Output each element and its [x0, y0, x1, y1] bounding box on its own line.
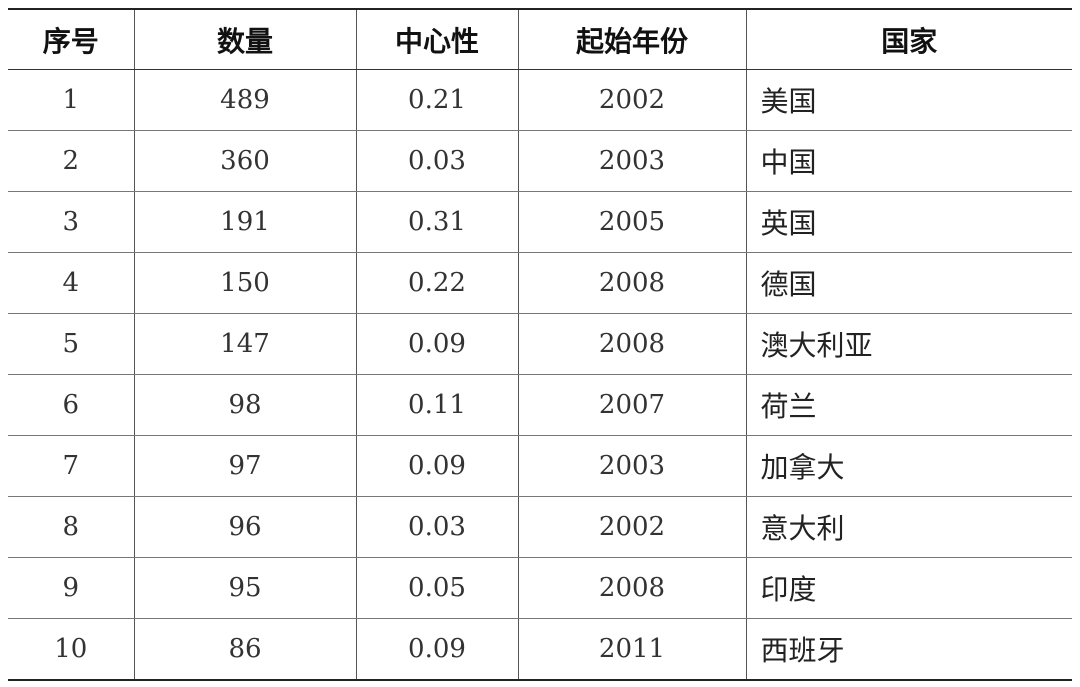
header-count: 数量 — [133, 8, 356, 70]
cell-centrality: 0.09 — [355, 313, 518, 375]
cell-index: 3 — [8, 191, 134, 253]
cell-index: 6 — [8, 374, 134, 436]
cell-index: 10 — [8, 618, 134, 681]
cell-index: 5 — [8, 313, 134, 375]
table-row: 4 150 0.22 2008 德国 — [8, 252, 1072, 314]
header-row: 序号 数量 中心性 起始年份 国家 — [8, 8, 1072, 70]
cell-country: 西班牙 — [745, 618, 1072, 681]
data-table-container: 序号 数量 中心性 起始年份 国家 1 489 0.21 2002 美国 2 3… — [8, 8, 1072, 681]
table-row: 5 147 0.09 2008 澳大利亚 — [8, 313, 1072, 375]
cell-centrality: 0.21 — [355, 69, 518, 131]
header-centrality: 中心性 — [355, 8, 518, 70]
country-statistics-table: 序号 数量 中心性 起始年份 国家 1 489 0.21 2002 美国 2 3… — [8, 8, 1072, 681]
header-start-year: 起始年份 — [517, 8, 746, 70]
cell-index: 9 — [8, 557, 134, 619]
cell-index: 4 — [8, 252, 134, 314]
cell-count: 95 — [133, 557, 356, 619]
cell-country: 英国 — [745, 191, 1072, 253]
cell-country: 德国 — [745, 252, 1072, 314]
cell-index: 7 — [8, 435, 134, 497]
header-country: 国家 — [745, 8, 1072, 70]
cell-centrality: 0.09 — [355, 618, 518, 681]
cell-country: 加拿大 — [745, 435, 1072, 497]
cell-start-year: 2007 — [517, 374, 746, 436]
table-row: 10 86 0.09 2011 西班牙 — [8, 618, 1072, 681]
cell-count: 191 — [133, 191, 356, 253]
table-row: 1 489 0.21 2002 美国 — [8, 69, 1072, 131]
table-row: 7 97 0.09 2003 加拿大 — [8, 435, 1072, 497]
cell-count: 147 — [133, 313, 356, 375]
table-row: 3 191 0.31 2005 英国 — [8, 191, 1072, 253]
cell-index: 1 — [8, 69, 134, 131]
cell-centrality: 0.03 — [355, 496, 518, 558]
cell-centrality: 0.03 — [355, 130, 518, 192]
cell-centrality: 0.22 — [355, 252, 518, 314]
cell-start-year: 2002 — [517, 69, 746, 131]
cell-count: 86 — [133, 618, 356, 681]
cell-country: 美国 — [745, 69, 1072, 131]
table-body: 1 489 0.21 2002 美国 2 360 0.03 2003 中国 3 … — [8, 69, 1072, 681]
table-row: 6 98 0.11 2007 荷兰 — [8, 374, 1072, 436]
cell-start-year: 2008 — [517, 557, 746, 619]
cell-country: 意大利 — [745, 496, 1072, 558]
cell-country: 荷兰 — [745, 374, 1072, 436]
cell-count: 97 — [133, 435, 356, 497]
cell-country: 澳大利亚 — [745, 313, 1072, 375]
cell-start-year: 2008 — [517, 313, 746, 375]
header-index: 序号 — [8, 8, 134, 70]
cell-start-year: 2003 — [517, 435, 746, 497]
cell-centrality: 0.31 — [355, 191, 518, 253]
cell-start-year: 2003 — [517, 130, 746, 192]
cell-count: 489 — [133, 69, 356, 131]
cell-country: 中国 — [745, 130, 1072, 192]
cell-country: 印度 — [745, 557, 1072, 619]
cell-index: 2 — [8, 130, 134, 192]
table-row: 8 96 0.03 2002 意大利 — [8, 496, 1072, 558]
cell-count: 150 — [133, 252, 356, 314]
table-row: 2 360 0.03 2003 中国 — [8, 130, 1072, 192]
cell-count: 360 — [133, 130, 356, 192]
cell-index: 8 — [8, 496, 134, 558]
cell-centrality: 0.09 — [355, 435, 518, 497]
cell-start-year: 2011 — [517, 618, 746, 681]
table-header: 序号 数量 中心性 起始年份 国家 — [8, 8, 1072, 70]
table-row: 9 95 0.05 2008 印度 — [8, 557, 1072, 619]
cell-count: 96 — [133, 496, 356, 558]
cell-count: 98 — [133, 374, 356, 436]
cell-start-year: 2008 — [517, 252, 746, 314]
cell-centrality: 0.05 — [355, 557, 518, 619]
cell-start-year: 2002 — [517, 496, 746, 558]
cell-start-year: 2005 — [517, 191, 746, 253]
cell-centrality: 0.11 — [355, 374, 518, 436]
